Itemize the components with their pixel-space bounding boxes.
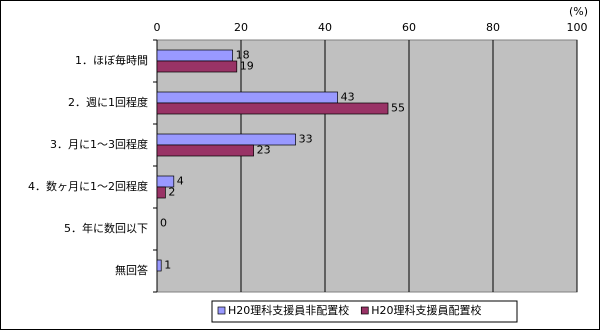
y-tick-label: 1．ほぼ毎時間 <box>75 54 148 67</box>
y-tick-label: 4．数ヶ月に1～2回程度 <box>28 179 148 193</box>
y-tick-label: 3．月に1～3回程度 <box>50 137 148 151</box>
data-label: 18 <box>236 49 250 62</box>
x-tick-label: 40 <box>318 21 332 34</box>
bar <box>156 259 162 272</box>
bar <box>156 102 389 115</box>
plot-area <box>156 39 578 293</box>
bar <box>156 186 166 199</box>
data-label: 33 <box>299 133 313 146</box>
data-label: 4 <box>177 175 184 188</box>
bar <box>156 144 254 157</box>
data-label: 19 <box>240 60 254 73</box>
unit-label: (%) <box>569 5 588 18</box>
bar <box>156 49 233 62</box>
x-tick-label: 100 <box>567 21 588 34</box>
legend-swatch <box>360 306 369 315</box>
data-label: 23 <box>257 144 271 157</box>
data-label: 0 <box>160 217 167 230</box>
bar <box>156 133 296 146</box>
x-tick-label: 60 <box>402 21 416 34</box>
data-label: 1 <box>164 259 171 272</box>
legend-label: H20理科支援員非配置校 <box>228 303 349 317</box>
bar <box>156 91 338 104</box>
legend-swatch <box>217 306 226 315</box>
y-tick-label: 無回答 <box>115 263 148 277</box>
legend-label: H20理科支援員配置校 <box>371 303 481 317</box>
bar <box>156 60 238 73</box>
x-tick-label: 0 <box>154 21 161 34</box>
data-label: 43 <box>341 91 355 104</box>
data-label: 55 <box>391 102 405 115</box>
x-tick-label: 20 <box>234 21 248 34</box>
y-tick-label: 2．週に1回程度 <box>68 95 148 109</box>
y-tick-label: 5．年に数回以下 <box>64 221 148 235</box>
x-tick-label: 80 <box>486 21 500 34</box>
data-label: 2 <box>168 186 175 199</box>
